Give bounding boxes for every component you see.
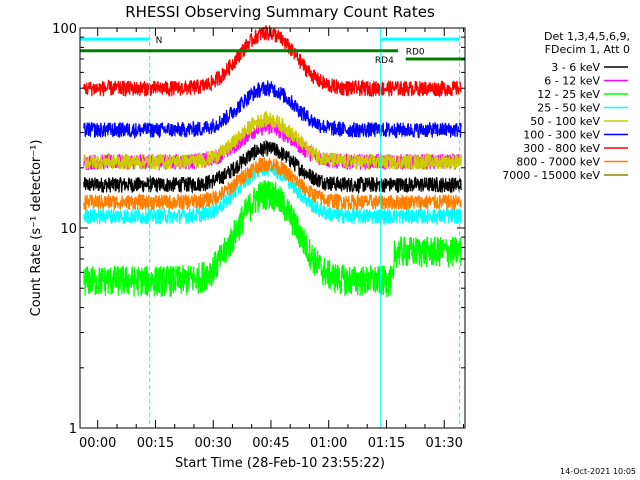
x-tick-label: 01:30 xyxy=(425,436,462,451)
legend-label: 25 - 50 keV xyxy=(537,102,600,115)
footer-timestamp: 14-Oct-2021 10:05 xyxy=(560,467,636,476)
legend-label: 3 - 6 keV xyxy=(551,61,600,74)
series-line xyxy=(83,156,462,212)
x-tick-label: 00:00 xyxy=(79,436,116,451)
series-line xyxy=(83,24,462,99)
y-tick-label: 10 xyxy=(60,222,77,237)
legend-header-line-1: Det 1,3,4,5,6,9, xyxy=(544,30,630,43)
y-tick-label: 100 xyxy=(52,22,77,37)
chart-title: RHESSI Observing Summary Count Rates xyxy=(125,3,435,21)
annotation-n: N xyxy=(156,36,163,46)
legend-label: 12 - 25 keV xyxy=(537,88,600,101)
x-tick-label: 00:15 xyxy=(137,436,174,451)
y-axis-label: Count Rate (s⁻¹ detector⁻¹) xyxy=(29,140,44,317)
legend-header-line-2: FDecim 1, Att 0 xyxy=(545,43,630,56)
legend-label: 6 - 12 keV xyxy=(544,75,600,88)
x-tick-label: 01:00 xyxy=(310,436,347,451)
annotation-rd0: RD0 xyxy=(406,48,425,58)
series-layer xyxy=(83,24,462,298)
x-tick-label: 00:45 xyxy=(252,436,289,451)
x-tick-label: 01:15 xyxy=(368,436,405,451)
series-line xyxy=(83,180,462,298)
series-line xyxy=(83,110,462,171)
legend-label: 300 - 800 keV xyxy=(523,142,600,155)
series-line xyxy=(83,79,462,139)
y-tick-label: 1 xyxy=(69,422,77,437)
legend-label: 800 - 7000 keV xyxy=(516,156,600,169)
legend-label: 7000 - 15000 keV xyxy=(502,169,600,182)
annotation-rd4: RD4 xyxy=(375,56,394,66)
legend-label: 50 - 100 keV xyxy=(530,115,600,128)
y-axis: 1 10 100 xyxy=(52,22,465,437)
x-tick-label: 00:30 xyxy=(194,436,231,451)
legend-label: 100 - 300 keV xyxy=(523,129,600,142)
x-axis: 00:00 00:15 00:30 00:45 01:00 01:15 01:30 xyxy=(79,28,464,451)
x-axis-label: Start Time (28-Feb-10 23:55:22) xyxy=(175,456,385,471)
series-line xyxy=(83,139,462,195)
